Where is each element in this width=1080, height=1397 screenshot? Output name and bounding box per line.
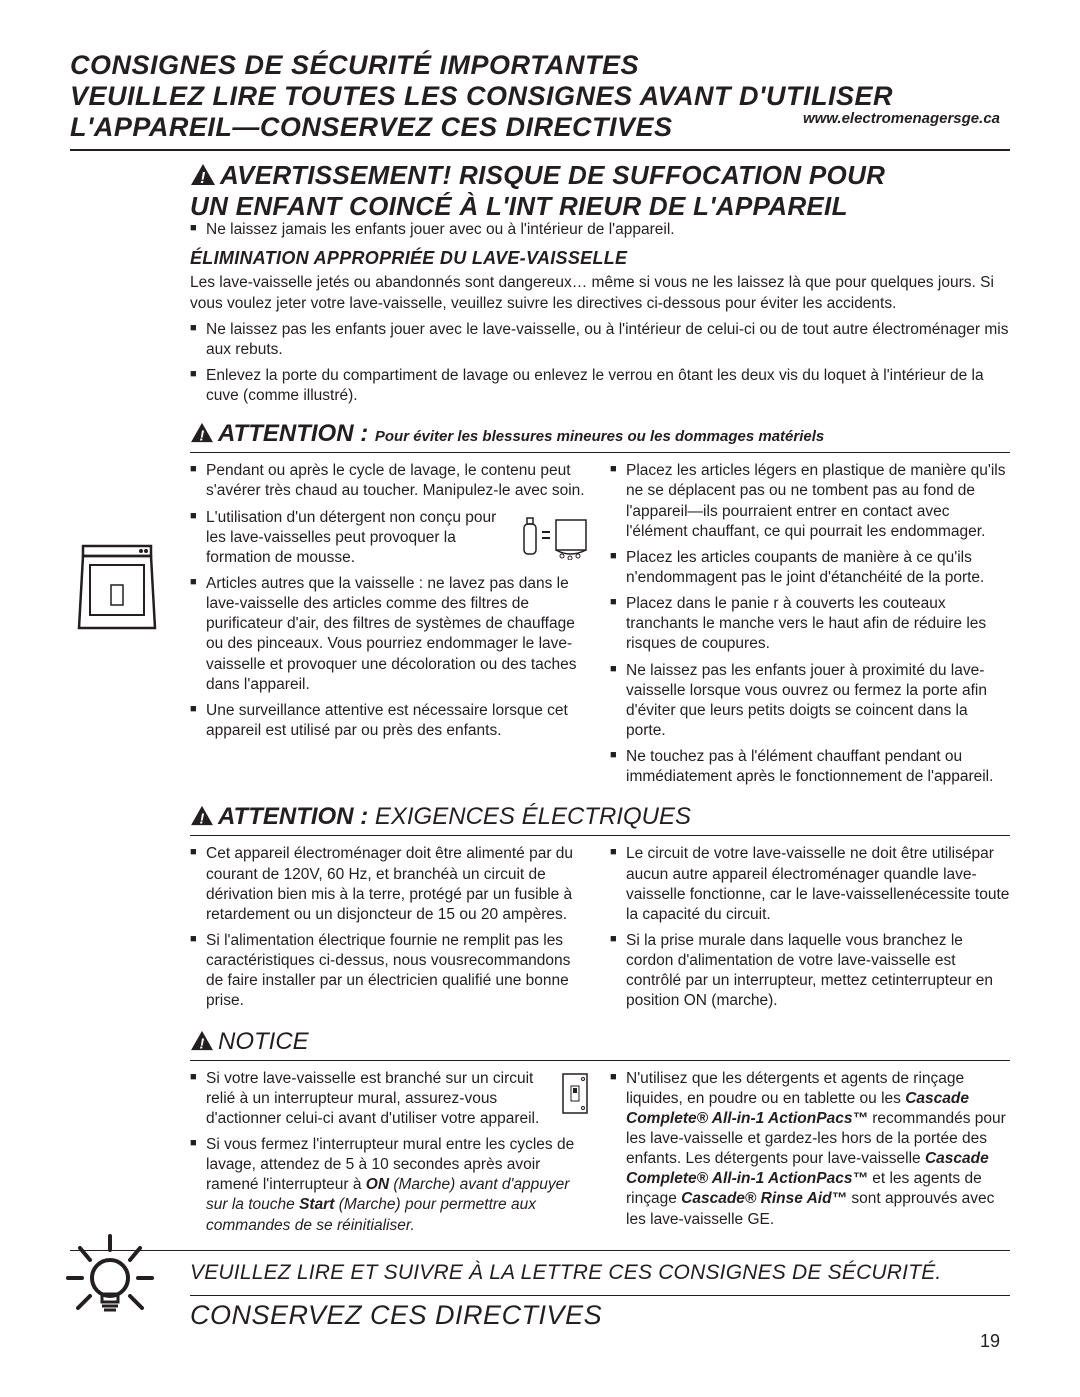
warning-bullets: Ne laissez jamais les enfants jouer avec… [190,220,1010,240]
brand-url: www.electromenagersge.ca [803,110,1000,127]
attention1-sub: Pour éviter les blessures mineures ou le… [375,428,824,445]
footer: VEUILLEZ LIRE ET SUIVRE À LA LETTRE CES … [190,1261,1010,1331]
header-rule [70,149,1010,151]
attention2-sub: EXIGENCES ÉLECTRIQUES [375,803,691,830]
warning-section: ! AVERTISSEMENT! RISQUE DE SUFFOCATION P… [190,161,1010,406]
footer-line-2: CONSERVEZ CES DIRECTIVES [190,1300,1010,1331]
footer-line-1: VEUILLEZ LIRE ET SUIVRE À LA LETTRE CES … [190,1261,1010,1285]
warning-bullet-1: Ne laissez jamais les enfants jouer avec… [190,220,1010,240]
att2-right-b2: Si la prise murale dans laquelle vous br… [610,931,1010,1012]
notice-label: NOTICE [218,1028,309,1055]
warning-title-line2: UN ENFANT COINCÉ À L'INT RIEUR DE L'APPA… [190,191,848,221]
attention-section-1: ! ATTENTION : Pour éviter les blessures … [190,420,1010,793]
att2-left-b1: Cet appareil électroménager doit être al… [190,844,590,925]
attention1-right-col: Placez les articles légers en plastique … [610,461,1010,793]
attention2-title: ! ATTENTION : EXIGENCES ÉLECTRIQUES [190,803,1010,836]
notice-triangle-icon: ! [190,1030,214,1058]
svg-text:!: ! [200,429,205,444]
notice-left-b1: Si votre lave-vaisselle est branché sur … [190,1069,590,1129]
attention2-right-col: Le circuit de votre lave-vaisselle ne do… [610,844,1010,1017]
lightbulb-icon [60,1230,160,1330]
wall-switch-icon [560,1071,590,1122]
disposal-bullets: Ne laissez pas les enfants jouer avec le… [190,320,1010,407]
att1-left-b1: Pendant ou après le cycle de lavage, le … [190,461,590,501]
svg-text:!: ! [200,1036,205,1051]
detergent-bottle-icon [520,510,590,566]
attention2-left-col: Cet appareil électroménager doit être al… [190,844,590,1017]
attention-section-2: ! ATTENTION : EXIGENCES ÉLECTRIQUES Cet … [190,803,1010,1017]
attention2-columns: Cet appareil électroménager doit être al… [190,844,1010,1017]
attention1-left-col: Pendant ou après le cycle de lavage, le … [190,461,590,793]
disposal-para: Les lave-vaisselle jetés ou abandonnés s… [190,273,1010,313]
notice-right-b1: N'utilisez que les détergents et agents … [610,1069,1010,1230]
att1-left-b3: Articles autres que la vaisselle : ne la… [190,574,590,695]
att2-left-b2: Si l'alimentation électrique fournie ne … [190,931,590,1012]
page-number: 19 [980,1331,1000,1352]
att1-right-b5: Ne touchez pas à l'élément chauffant pen… [610,747,1010,787]
notice-section: ! NOTICE Si votre lave-vaisselle est [190,1028,1010,1242]
disposal-bullet-1: Ne laissez pas les enfants jouer avec le… [190,320,1010,360]
notice-left-col: Si votre lave-vaisselle est branché sur … [190,1069,590,1242]
footer-mid-rule [190,1295,1010,1296]
page-header: CONSIGNES DE SÉCURITÉ IMPORTANTES VEUILL… [70,50,1010,143]
attention1-columns: Pendant ou après le cycle de lavage, le … [190,461,1010,793]
header-line-2: VEUILLEZ LIRE TOUTES LES CONSIGNES AVANT… [70,81,1010,112]
attention1-title: ! ATTENTION : Pour éviter les blessures … [190,420,1010,453]
notice-left-b2-start: Start [299,1196,334,1213]
notice-title: ! NOTICE [190,1028,1010,1061]
nr-b1-brand3: Cascade® Rinse Aid™ [681,1190,847,1207]
dishwasher-illustration-icon [75,540,160,640]
att1-left-b2: L'utilisation d'un détergent non conçu p… [190,508,590,568]
att1-right-b3: Placez dans le panie r à couverts les co… [610,594,1010,654]
attention2-label: ATTENTION : [218,803,368,830]
att1-right-b1: Placez les articles légers en plastique … [610,461,1010,542]
warning-title: ! AVERTISSEMENT! RISQUE DE SUFFOCATION P… [190,161,1010,220]
notice-left-b1-text: Si votre lave-vaisselle est branché sur … [206,1070,539,1127]
svg-text:!: ! [200,812,205,827]
disposal-bullet-2: Enlevez la porte du compartiment de lava… [190,366,1010,406]
warning-title-line1: AVERTISSEMENT! RISQUE DE SUFFOCATION POU… [220,160,885,190]
notice-left-b2: Si vous fermez l'interrupteur mural entr… [190,1135,590,1236]
att1-right-b2: Placez les articles coupants de manière … [610,548,1010,588]
header-line-1: CONSIGNES DE SÉCURITÉ IMPORTANTES [70,50,1010,81]
notice-left-b2-on: ON [366,1176,389,1193]
attention1-label: ATTENTION : [218,420,368,447]
att1-left-b4: Une surveillance attentive est nécessair… [190,701,590,741]
warning-triangle-icon: ! [190,163,216,192]
att2-right-b1: Le circuit de votre lave-vaisselle ne do… [610,844,1010,925]
attention1-triangle-icon: ! [190,422,214,450]
footer-top-rule [70,1250,1010,1251]
notice-right-col: N'utilisez que les détergents et agents … [610,1069,1010,1242]
attention2-triangle-icon: ! [190,805,214,833]
disposal-subhead: ÉLIMINATION APPROPRIÉE DU LAVE-VAISSELLE [190,248,1010,269]
svg-text:!: ! [200,170,206,186]
att1-right-b4: Ne laissez pas les enfants jouer à proxi… [610,661,1010,742]
notice-columns: Si votre lave-vaisselle est branché sur … [190,1069,1010,1242]
att1-left-b2-text: L'utilisation d'un détergent non conçu p… [206,509,496,566]
